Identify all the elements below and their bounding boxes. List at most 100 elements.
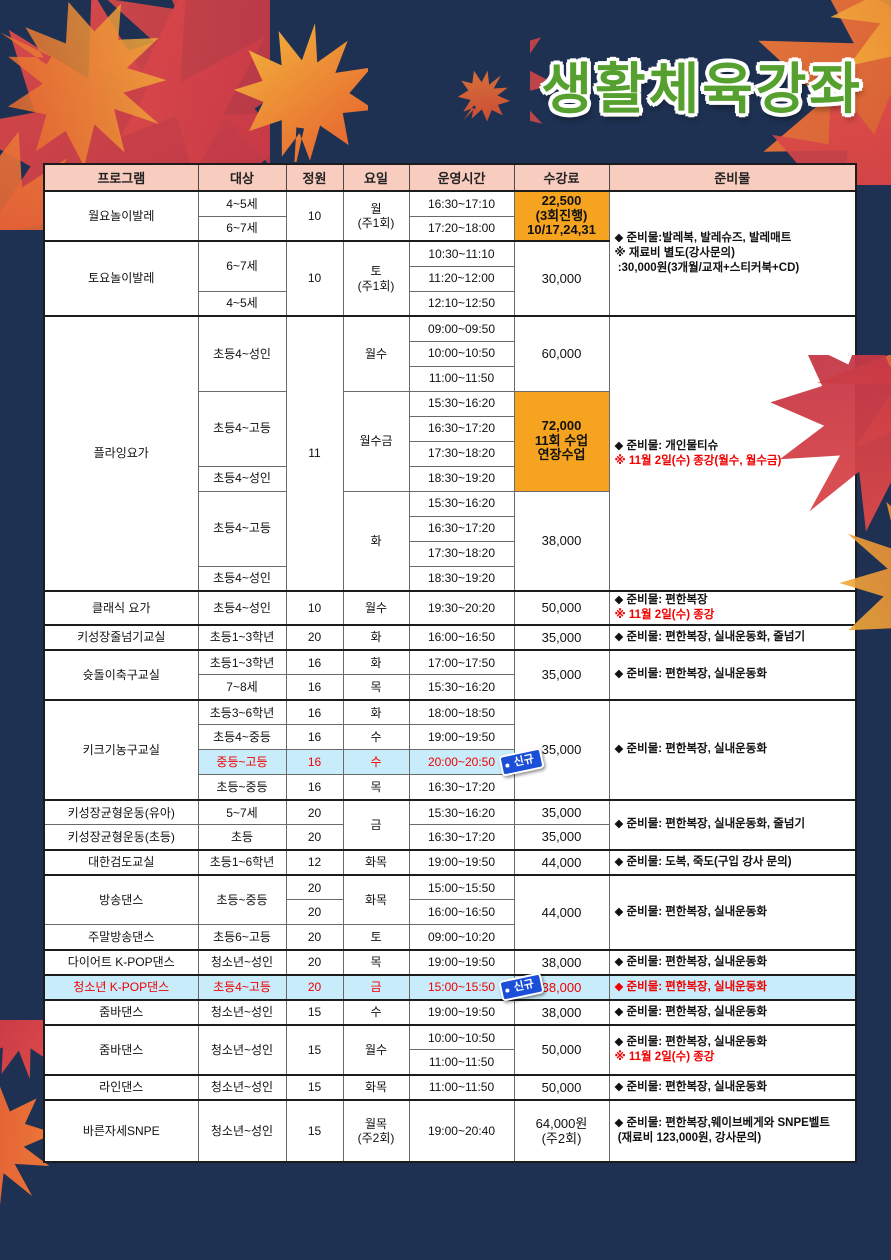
program-name: 바른자세SNPE <box>43 1098 199 1163</box>
table-cell: 15 <box>285 1098 344 1163</box>
table-cell: 토 (주1회) <box>342 240 410 317</box>
table-cell: 19:30~20:20 <box>408 590 515 626</box>
table-cell: 20 <box>285 873 344 901</box>
page-title: 생활체육강좌 <box>541 58 863 120</box>
table-cell: 5~7세 <box>197 798 287 826</box>
table-cell: 초등4~성인 <box>197 565 287 592</box>
supplies-note: ◆ 준비물: 편한복장, 실내운동화 <box>608 998 857 1026</box>
table-cell: 목 <box>342 674 410 701</box>
supplies-note: ◆ 준비물: 편한복장, 실내운동화 ※ 11월 2일(수) 종강 <box>608 1023 857 1076</box>
table-cell: 초등 <box>197 824 287 851</box>
fee-cell: 50,000 <box>513 1023 610 1076</box>
supplies-note: ◆ 준비물: 편한복장, 실내운동화, 줄넘기 <box>608 798 857 851</box>
table-cell: 초등4~중등 <box>197 724 287 751</box>
table-row: 키성장균형운동(유아) 5~7세 20 금 15:30~16:20 35,000 ◆ 준비물… <box>43 798 857 851</box>
table-cell: 20 <box>285 899 344 926</box>
table-cell: 청소년~성인 <box>197 998 287 1026</box>
table-row: 초등4~고등 월수금 15:30~16:20 72,000 11회 수업 연장수업 <box>44 390 856 492</box>
table-cell: 16:30~17:20 <box>408 415 515 442</box>
table-row: 초등4~성인 18:30~19:20 <box>44 465 856 492</box>
table-cell: 10 <box>285 190 344 242</box>
table-cell: 20 <box>285 824 344 851</box>
supplies-note: ◆ 준비물: 개인물티슈 ※ 11월 2일(수) 종강(월수, 월수금) <box>608 315 857 592</box>
fee-cell: 35,000 <box>513 824 610 851</box>
table-row: 16:30~17:20 <box>44 515 856 542</box>
supplies-note: ◆ 준비물: 편한복장, 실내운동화 <box>608 698 857 801</box>
table-cell: 16:30~17:20 <box>408 824 515 851</box>
table-cell: 19:00~19:50 <box>408 998 515 1026</box>
program-name: 월요놀이발레 <box>43 190 199 242</box>
supplies-note: ◆ 준비물: 도복, 죽도(구입 강사 문의) <box>608 848 857 876</box>
schedule-table: 프로그램 대상 정원 요일 운영시간 수강료 준비물 월요놀이발레 4~5세 10 월 (주1회) 1… <box>43 163 857 1163</box>
table-cell: 15 <box>285 1073 344 1101</box>
table-cell: 09:00~09:50 <box>408 315 515 342</box>
table-cell: 초등4~성인 <box>197 590 287 626</box>
supplies-note: ◆ 준비물: 편한복장, 실내운동화 <box>608 648 857 701</box>
table-cell: 화목 <box>342 848 410 876</box>
table-row: 중등~고등 16 수 20:00~20:50 신규 <box>44 747 856 778</box>
table-cell: 목 <box>342 774 410 801</box>
table-cell: 청소년~성인 <box>197 1073 287 1101</box>
table-cell: 금 <box>342 798 410 851</box>
table-cell: 15:00~15:50 신규 <box>408 972 546 1003</box>
table-row: 줌바댄스 청소년~성인 15 수 19:00~19:50 38,000 ◆ 준비물: 편한복… <box>43 998 857 1026</box>
table-cell: 18:30~19:20 <box>408 565 515 592</box>
fee-cell: 44,000 <box>513 873 610 951</box>
table-cell: 16:00~16:50 <box>408 623 515 651</box>
table-cell: 11:00~11:50 <box>408 1049 515 1076</box>
table-cell: 19:00~19:50 <box>408 724 515 751</box>
table-cell: 7~8세 <box>197 674 287 701</box>
fee-cell: 35,000 <box>513 648 610 701</box>
program-name: 방송댄스 <box>43 873 199 926</box>
table-cell: 11:00~11:50 <box>408 365 515 392</box>
table-row: 11:20~12:00 <box>44 265 856 292</box>
table-row: 슛돌이축구교실 초등1~3학년 16 화 17:00~17:50 35,000 ◆ 준비물:… <box>43 648 857 701</box>
table-row: 청소년 K-POP댄스 초등4~고등 20 금 15:00~15:50 신규 38,000 ◆… <box>43 972 857 1003</box>
maple-leaf-icon <box>445 65 522 138</box>
table-row: 키성장균형운동(초등) 초등 20 16:30~17:20 35,000 <box>43 824 856 851</box>
table-cell: 15:30~16:20 <box>408 390 515 417</box>
maple-leaf-icon <box>223 13 368 162</box>
table-cell: 화 <box>342 623 410 651</box>
table-cell: 16:30~17:20 <box>408 774 515 801</box>
table-cell: 중등~고등 <box>197 749 287 776</box>
table-cell: 17:30~18:20 <box>408 540 515 567</box>
table-cell: 월수 <box>342 1023 410 1076</box>
table-cell: 17:20~18:00 <box>408 215 515 242</box>
table-cell: 16 <box>285 648 344 676</box>
table-cell: 화 <box>342 648 410 676</box>
table-cell: 초등4~성인 <box>197 465 287 492</box>
table-cell: 16 <box>285 698 344 726</box>
schedule-table-wrapper: 프로그램 대상 정원 요일 운영시간 수강료 준비물 월요놀이발레 4~5세 10 월 (주1회) 1… <box>43 163 857 1163</box>
table-row: 클래식 요가 초등4~성인 10 월수 19:30~20:20 50,000 ◆ 준비물: … <box>43 590 857 626</box>
table-row: 라인댄스 청소년~성인 15 화목 11:00~11:50 50,000 ◆ 준비물: 편한… <box>43 1073 857 1101</box>
table-cell: 09:00~10:20 <box>408 924 515 951</box>
supplies-note: ◆ 준비물: 편한복장, 실내운동화 <box>608 973 857 1001</box>
column-header: 운영시간 <box>408 163 515 192</box>
table-cell: 금 <box>342 973 410 1001</box>
fee-cell: 60,000 <box>513 315 610 392</box>
supplies-note: ◆ 준비물: 편한복장,웨이브베게와 SNPE벨트 (재료비 123,000원,… <box>608 1098 857 1163</box>
table-cell: 15 <box>285 1023 344 1076</box>
table-cell: 16 <box>285 674 344 701</box>
supplies-note: ◆ 준비물: 편한복장, 실내운동화 <box>608 948 857 976</box>
table-cell: 초등4~고등 <box>197 490 287 567</box>
table-cell: 청소년~성인 <box>197 1098 287 1163</box>
table-row: 11:00~11:50 <box>44 365 856 392</box>
table-cell: 12 <box>285 848 344 876</box>
table-cell: 10:00~10:50 <box>408 1023 515 1051</box>
table-cell: 초등1~6학년 <box>197 848 287 876</box>
table-cell: 청소년~성인 <box>197 948 287 976</box>
table-cell: 초등1~3학년 <box>197 623 287 651</box>
table-cell: 초등3~6학년 <box>197 698 287 726</box>
fee-cell: 72,000 11회 수업 연장수업 <box>513 390 610 492</box>
program-name: 다이어트 K-POP댄스 <box>43 948 199 976</box>
table-row: 토요놀이발레 6~7세 10 토 (주1회) 10:30~11:10 30,000 <box>43 240 856 317</box>
table-cell: 초등~중등 <box>197 873 287 926</box>
program-name: 키성장균형운동(초등) <box>43 824 199 851</box>
fee-cell: 50,000 <box>513 1073 610 1101</box>
column-header: 프로그램 <box>43 163 199 192</box>
table-cell: 월수 <box>342 590 410 626</box>
program-name: 키성장줄넘기교실 <box>43 623 199 651</box>
table-cell: 6~7세 <box>197 240 287 292</box>
